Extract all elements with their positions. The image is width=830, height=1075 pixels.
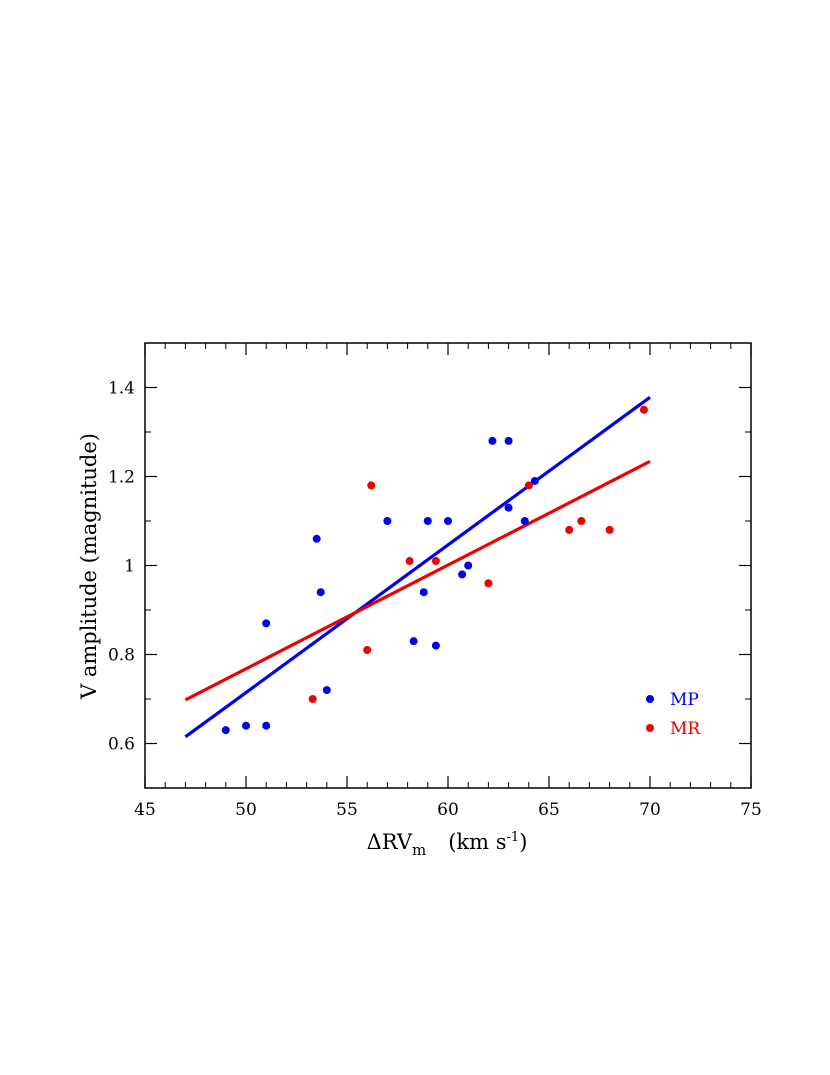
fit-line-layer: [184, 395, 651, 739]
data-point-mr: [605, 525, 614, 534]
x-tick-label: 70: [639, 800, 661, 820]
data-point-mr: [308, 695, 317, 703]
data-point-mp: [409, 637, 418, 646]
data-point-mr: [484, 579, 493, 588]
x-tick-label: 45: [134, 800, 156, 820]
data-point-mp: [530, 476, 539, 485]
y-axis-title: V amplitude (magnitude): [77, 433, 101, 700]
data-point-mp: [464, 561, 473, 570]
y-tick-label: 1.4: [108, 379, 135, 399]
data-point-mp: [316, 588, 325, 597]
y-tick-label: 1: [124, 557, 135, 577]
fit-line-mr: [184, 459, 651, 702]
data-point-mr: [577, 517, 586, 525]
y-tick-label: 0.8: [108, 646, 135, 666]
data-point-mp: [242, 721, 250, 730]
tick-layer: [144, 342, 752, 789]
data-point-mr: [565, 525, 574, 534]
x-tick-label: 50: [235, 800, 257, 820]
data-point-mp: [520, 517, 529, 525]
fit-line-mp: [184, 395, 651, 739]
data-point-mp: [431, 641, 440, 650]
data-point-mp: [262, 721, 271, 730]
data-point-mr: [524, 481, 533, 490]
data-point-mp: [262, 619, 271, 628]
data-point-layer: [221, 405, 648, 735]
x-axis-title-subscript: m: [412, 841, 426, 859]
legend-marker-mr: [646, 724, 654, 732]
data-point-mp: [419, 588, 428, 597]
data-point-mp: [488, 436, 497, 445]
x-axis-title-units: (km s: [448, 830, 506, 854]
data-point-mr: [405, 557, 414, 566]
data-point-mp: [504, 503, 513, 512]
data-point-mp: [221, 726, 230, 735]
x-tick-label: 75: [740, 800, 762, 820]
data-point-mp: [312, 534, 321, 543]
x-axis-title-main: ΔRV: [367, 830, 413, 854]
data-point-mr: [367, 481, 376, 490]
data-point-mp: [458, 570, 467, 579]
data-point-mp: [444, 517, 452, 525]
x-tick-label: 55: [336, 800, 358, 820]
x-axis-title-close: ): [519, 830, 527, 854]
legend-label-mr: MR: [670, 719, 701, 739]
data-point-mr: [639, 405, 648, 414]
x-axis-title-superscript: -1: [507, 830, 520, 845]
tick-label-layer: 45 50 55 60 65 70 75 0.6 0.8 1 1.2 1.4: [108, 379, 762, 821]
legend-label-mp: MP: [670, 690, 699, 710]
data-point-mr: [363, 646, 372, 655]
x-tick-label: 65: [538, 800, 560, 820]
legend: MP MR: [646, 690, 701, 739]
data-point-mr: [431, 557, 440, 566]
data-point-mp: [504, 436, 513, 445]
data-point-mp: [383, 517, 392, 525]
data-point-mp: [423, 517, 432, 525]
y-tick-label: 0.6: [108, 735, 135, 755]
y-tick-label: 1.2: [108, 468, 135, 488]
x-tick-label: 60: [437, 800, 459, 820]
x-axis-title: ΔRVm (km s-1): [367, 830, 528, 859]
data-point-mp: [322, 686, 331, 695]
legend-marker-mp: [646, 695, 654, 703]
